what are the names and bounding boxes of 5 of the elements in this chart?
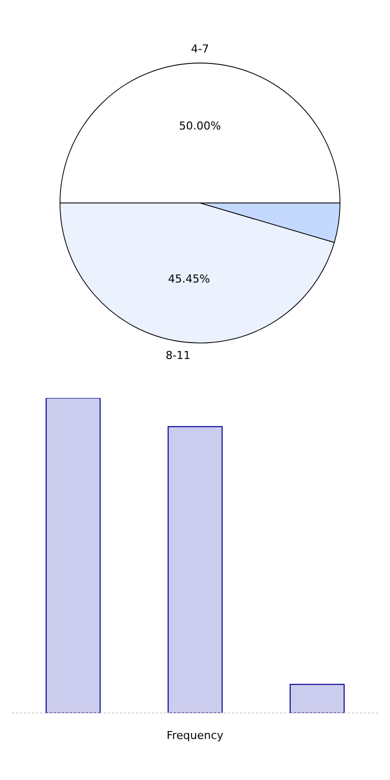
slice-label: 8-11 [166, 348, 191, 362]
slice-label: 4-7 [191, 42, 209, 56]
data-label: 45.45% [168, 272, 210, 286]
data-label: 50.00% [179, 120, 221, 132]
x-axis-title: Frequency [166, 729, 224, 742]
